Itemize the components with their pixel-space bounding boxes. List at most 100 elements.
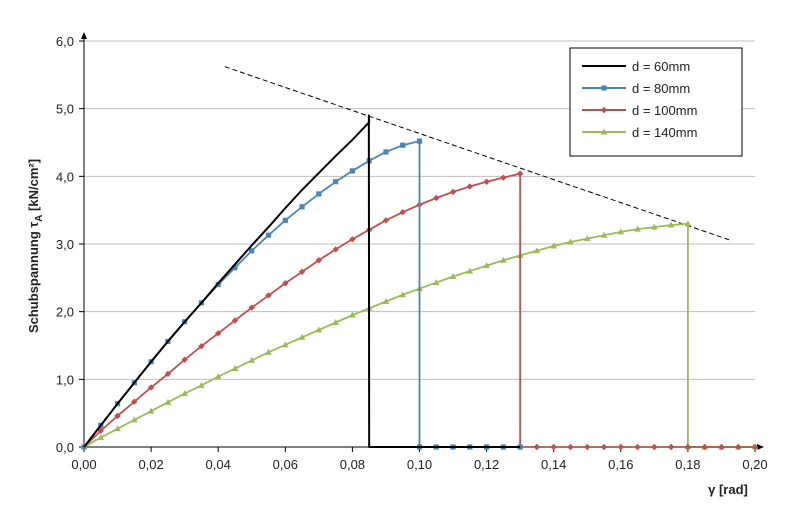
data-point [97, 427, 104, 434]
series-line [83, 114, 521, 448]
y-axis-arrow [81, 32, 87, 39]
legend-marker [601, 85, 607, 91]
legend-item-d-60mm: d = 60mm [582, 59, 690, 74]
data-point [349, 236, 356, 243]
data-point [667, 443, 675, 451]
data-point [131, 398, 138, 405]
data-point [332, 246, 339, 253]
data-point [215, 330, 222, 337]
data-point [399, 291, 407, 298]
data-point [316, 191, 322, 197]
y-tick-label: 0,0 [56, 440, 74, 455]
data-point [232, 265, 238, 271]
data-point [164, 398, 172, 405]
data-point [433, 194, 440, 202]
data-point [298, 333, 306, 340]
x-tick-label: 0,00 [71, 457, 96, 472]
x-axis-arrow [757, 444, 764, 450]
data-point [718, 443, 725, 451]
data-point [516, 170, 524, 177]
data-point [265, 348, 272, 355]
legend-label: d = 80mm [632, 81, 690, 96]
y-tick-label: 6,0 [56, 34, 74, 49]
x-tick-label: 0,02 [138, 457, 163, 472]
reference-dashed-line [224, 66, 732, 242]
data-point [466, 183, 474, 190]
data-point [701, 443, 708, 451]
data-point [667, 221, 675, 228]
series-line [83, 222, 755, 448]
x-tick-label: 0,10 [407, 457, 432, 472]
data-point [684, 443, 692, 451]
data-point [751, 443, 759, 451]
data-point [282, 217, 288, 223]
series-group [80, 114, 759, 451]
series-d-80mm [81, 138, 523, 450]
y-tick-label: 4,0 [56, 169, 74, 184]
x-tick-label: 0,08 [340, 457, 365, 472]
data-point [634, 443, 641, 451]
data-point [651, 443, 658, 451]
data-point [114, 412, 121, 420]
data-point [550, 443, 557, 451]
data-point [147, 407, 155, 414]
data-point [400, 142, 406, 148]
data-point [265, 232, 272, 238]
data-point [282, 341, 289, 348]
y-tick-label: 3,0 [56, 237, 74, 252]
data-point [617, 443, 624, 451]
data-point [249, 248, 255, 254]
data-point [684, 220, 692, 227]
data-point [181, 390, 188, 397]
y-axis-label: Schubspannung τA [kN/cm²] [26, 159, 45, 333]
data-point [483, 262, 490, 269]
legend-label: d = 100mm [632, 103, 697, 118]
legend-item-d-100mm: d = 100mm [582, 103, 697, 118]
data-point [382, 298, 390, 305]
x-axis-label: γ [rad] [708, 482, 748, 497]
data-point [600, 231, 608, 238]
data-point [500, 256, 507, 263]
legend-marker [600, 106, 608, 114]
x-tick-label: 0,12 [474, 457, 499, 472]
data-point [181, 356, 188, 363]
series-d-60mm [83, 114, 521, 448]
x-tick-label: 0,18 [675, 457, 700, 472]
data-point [466, 267, 474, 274]
x-tick-label: 0,04 [206, 457, 231, 472]
data-point [533, 443, 541, 451]
data-point [299, 204, 305, 210]
data-point [332, 318, 339, 325]
data-point [584, 443, 591, 451]
data-point [449, 188, 457, 196]
data-point [382, 217, 390, 224]
x-tick-label: 0,16 [608, 457, 633, 472]
data-point [282, 280, 289, 287]
data-point [248, 356, 256, 363]
legend-marker [600, 128, 608, 135]
data-point [231, 365, 239, 372]
data-point [198, 342, 205, 350]
data-point [550, 242, 557, 249]
data-point [214, 373, 222, 380]
data-point [349, 168, 355, 174]
data-point [114, 425, 121, 432]
data-point [131, 416, 138, 423]
data-point [164, 370, 172, 378]
data-point [533, 247, 541, 254]
series-d-100mm [80, 170, 759, 451]
data-point [567, 443, 574, 451]
data-point [735, 443, 742, 451]
legend-label: d = 140mm [632, 125, 697, 140]
x-tick-label: 0,06 [273, 457, 298, 472]
y-tick-label: 2,0 [56, 305, 74, 320]
data-point [500, 174, 507, 181]
reference-line [224, 66, 732, 242]
data-point [97, 434, 105, 441]
data-point [432, 279, 440, 286]
data-point [248, 304, 255, 311]
data-point [399, 208, 406, 216]
data-point [198, 381, 205, 388]
x-tick-label: 0,14 [541, 457, 566, 472]
